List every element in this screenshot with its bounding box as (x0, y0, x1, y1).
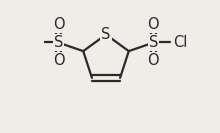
Text: O: O (53, 17, 64, 32)
Text: O: O (148, 53, 159, 68)
Text: S: S (54, 35, 63, 50)
Text: O: O (53, 53, 64, 68)
Text: Cl: Cl (173, 35, 187, 50)
Text: S: S (149, 35, 158, 50)
Text: O: O (148, 17, 159, 32)
Text: S: S (101, 27, 111, 42)
